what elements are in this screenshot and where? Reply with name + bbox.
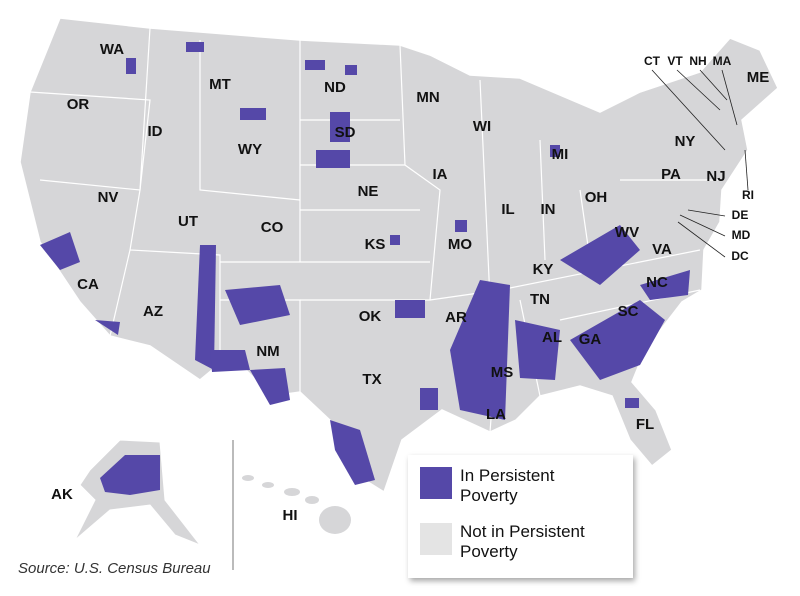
state-label: UT — [178, 213, 198, 230]
state-label: AZ — [143, 303, 163, 320]
state-label: FL — [636, 416, 654, 433]
state-label: CT — [644, 54, 661, 68]
state-label: IA — [433, 166, 448, 183]
state-label: NY — [675, 133, 696, 150]
state-label: GA — [579, 331, 602, 348]
state-label: CA — [77, 276, 99, 293]
state-label: IL — [501, 201, 514, 218]
state-label: VT — [667, 54, 683, 68]
state-label: OR — [67, 96, 90, 113]
legend-label: Not in Persistent — [460, 522, 585, 541]
state-label: NH — [689, 54, 706, 68]
state-label: IN — [541, 201, 556, 218]
state-label: ME — [747, 69, 770, 86]
state-label: LA — [486, 406, 506, 423]
state-label: KY — [533, 261, 554, 278]
leader-lines — [651, 69, 749, 258]
legend-swatch — [420, 523, 452, 555]
hawaii — [242, 475, 351, 534]
state-label: PA — [661, 166, 681, 183]
state-label: VA — [652, 241, 672, 258]
state-labels: WA OR ID MT WY ND SD NE MN WI MI IA IL IN OH NV UT CO KS MO… — [51, 41, 769, 524]
state-label: MS — [491, 364, 514, 381]
state-label: MA — [713, 54, 732, 68]
state-label: SC — [618, 303, 639, 320]
state-label: RI — [742, 188, 754, 202]
state-label: AK — [51, 486, 73, 503]
state-label: OH — [585, 189, 608, 206]
poverty-areas — [40, 42, 690, 485]
state-label: NV — [98, 189, 119, 206]
state-label: MD — [732, 228, 751, 242]
state-label: CO — [261, 219, 284, 236]
legend-label: In Persistent — [460, 466, 555, 485]
state-label: TX — [362, 371, 381, 388]
state-label: MI — [552, 146, 569, 163]
state-label: AR — [445, 309, 467, 326]
state-label: NM — [256, 343, 279, 360]
state-label: HI — [283, 507, 298, 524]
source: Source: U.S. Census Bureau — [18, 560, 211, 577]
state-label: MO — [448, 236, 472, 253]
state-label: NE — [358, 183, 379, 200]
state-label: AL — [542, 329, 562, 346]
state-label: TN — [530, 291, 550, 308]
legend-swatch — [420, 467, 452, 499]
legend-label: Poverty — [460, 486, 518, 505]
state-label: KS — [365, 236, 386, 253]
state-label: NJ — [706, 168, 725, 185]
state-label: ND — [324, 79, 346, 96]
state-label: WV — [615, 224, 639, 241]
legend-label: Poverty — [460, 542, 518, 561]
state-label: WA — [100, 41, 124, 58]
alaska-poverty — [100, 455, 160, 495]
state-label: OK — [359, 308, 382, 325]
state-label: MN — [416, 89, 439, 106]
state-label: WI — [473, 118, 491, 135]
state-label: ID — [148, 123, 163, 140]
state-label: SD — [335, 124, 356, 141]
state-label: NC — [646, 274, 668, 291]
state-label: MT — [209, 76, 231, 93]
state-label: WY — [238, 141, 262, 158]
state-label: DC — [731, 249, 749, 263]
state-label: DE — [732, 208, 749, 222]
